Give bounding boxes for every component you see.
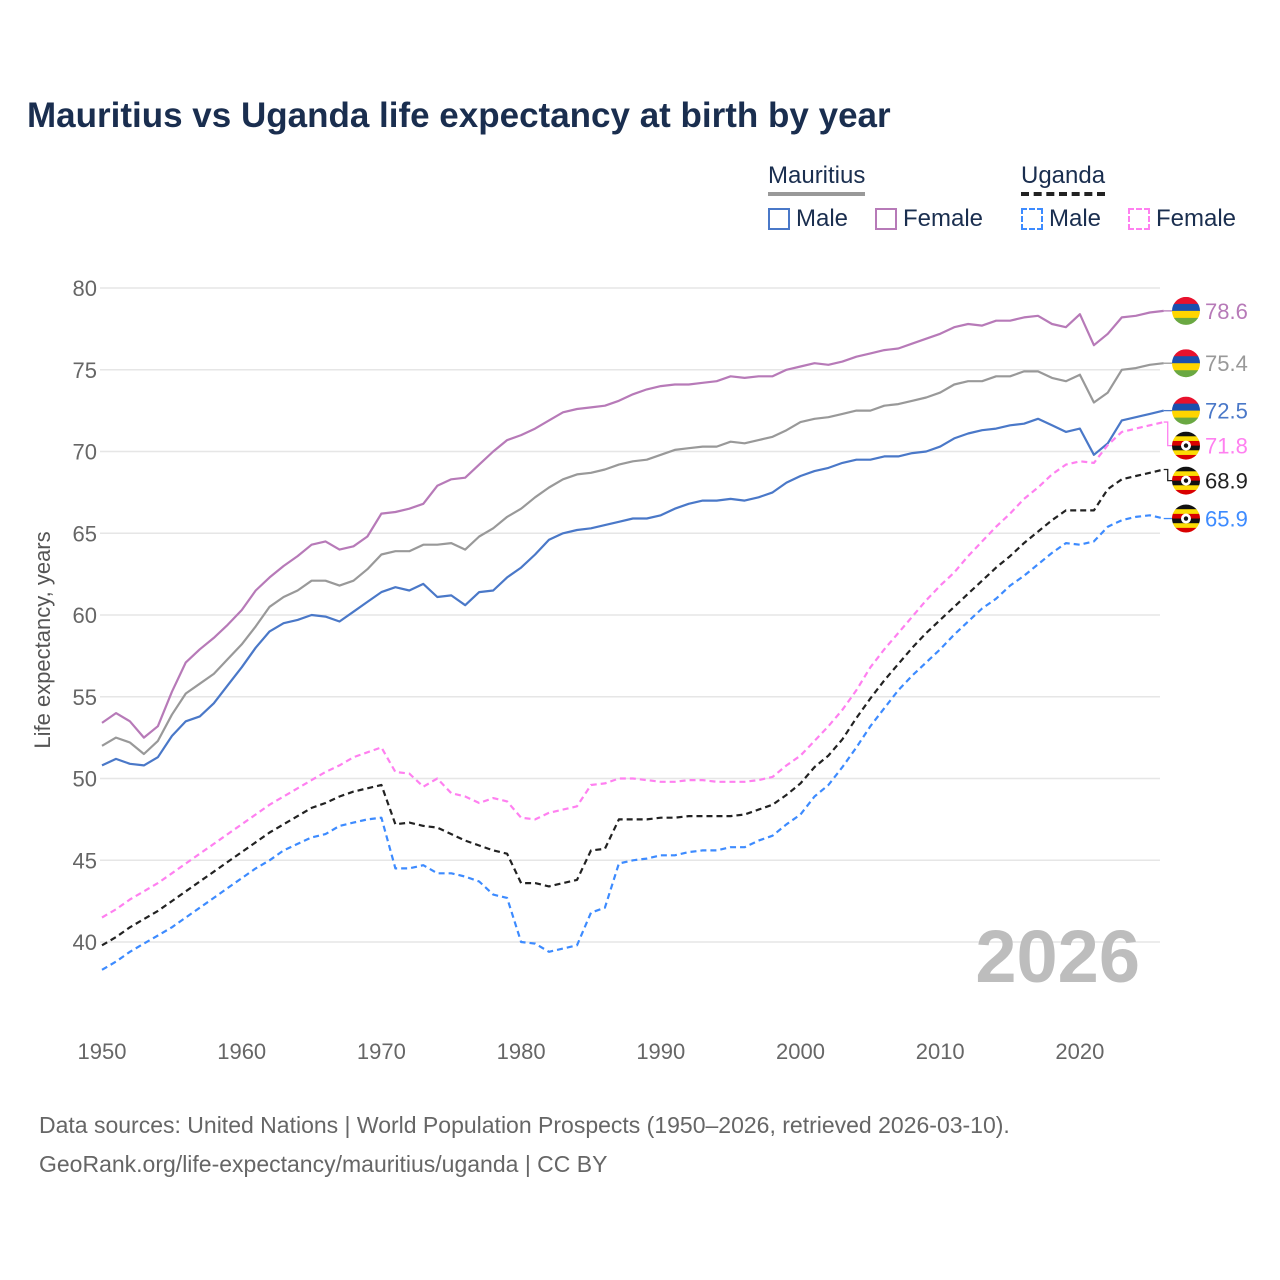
end-label-group: 65.9: [1163, 504, 1248, 533]
year-watermark: 2026: [975, 915, 1140, 998]
legend-swatch: [768, 208, 790, 230]
chart-title: Mauritius vs Uganda life expectancy at b…: [27, 96, 891, 135]
x-tick-label: 2000: [776, 1039, 825, 1064]
legend-label: Male: [796, 205, 849, 232]
legend-group-mauritius: Mauritius: [768, 162, 866, 196]
legend-label: Male: [1049, 205, 1102, 232]
source-note: Data sources: United Nations | World Pop…: [39, 1106, 1010, 1184]
legend-label: Female: [903, 205, 984, 232]
y-tick-label: 55: [73, 685, 97, 710]
series-line-mauritius-female: [101, 309, 1164, 739]
end-label-group: 78.6: [1163, 296, 1248, 325]
y-tick-label: 80: [73, 276, 97, 301]
source-url[interactable]: GeoRank.org/life-expectancy/mauritius/ug…: [39, 1151, 608, 1177]
x-tick-label: 2010: [916, 1039, 965, 1064]
uganda-flag-icon: [1172, 504, 1200, 533]
series-line-uganda-male: [101, 514, 1164, 971]
y-tick-label: 45: [73, 848, 97, 873]
end-label-group: 75.4: [1163, 349, 1248, 378]
uganda-flag-icon: [1172, 466, 1200, 495]
label-connector: [1163, 468, 1174, 482]
legend-swatch: [1128, 208, 1150, 230]
x-tick-label: 1980: [497, 1039, 546, 1064]
series-line-uganda: [101, 468, 1164, 947]
legend-swatch: [875, 208, 897, 230]
label-connector: [1163, 421, 1174, 447]
mauritius-flag-icon: [1172, 296, 1200, 325]
y-tick-label: 65: [73, 521, 97, 546]
uganda-flag-icon: [1172, 431, 1200, 460]
end-value-label: 71.8: [1205, 434, 1248, 459]
legend-uganda-male[interactable]: Male: [1021, 205, 1101, 233]
end-label-group: 68.9: [1163, 466, 1248, 495]
source-line: Data sources: United Nations | World Pop…: [39, 1112, 1010, 1138]
mauritius-flag-icon: [1172, 349, 1200, 378]
end-label-group: 72.5: [1163, 396, 1248, 425]
end-value-label: 75.4: [1205, 351, 1248, 376]
legend-mauritius-female[interactable]: Female: [875, 205, 983, 233]
end-value-label: 72.5: [1205, 399, 1248, 424]
y-tick-label: 60: [73, 603, 97, 628]
legend-swatch: [1021, 208, 1043, 230]
series-line-mauritius: [101, 362, 1164, 756]
end-value-label: 78.6: [1205, 299, 1248, 324]
end-value-label: 68.9: [1205, 469, 1248, 494]
x-tick-label: 1950: [78, 1039, 127, 1064]
end-label-group: 71.8: [1163, 421, 1248, 460]
y-tick-label: 70: [73, 440, 97, 465]
x-tick-label: 1990: [636, 1039, 685, 1064]
legend-mauritius-male[interactable]: Male: [768, 205, 848, 233]
x-tick-label: 1970: [357, 1039, 406, 1064]
x-tick-label: 2020: [1055, 1039, 1104, 1064]
legend-uganda-female[interactable]: Female: [1128, 205, 1236, 233]
mauritius-flag-icon: [1172, 396, 1200, 425]
series-line-uganda-female: [101, 421, 1164, 919]
y-tick-label: 40: [73, 930, 97, 955]
series-line-mauritius-male: [101, 409, 1164, 767]
y-tick-label: 75: [73, 358, 97, 383]
y-tick-label: 50: [73, 767, 97, 792]
end-value-label: 65.9: [1205, 507, 1248, 532]
legend-group-uganda: Uganda: [1021, 162, 1106, 196]
legend-label: Female: [1156, 205, 1237, 232]
x-tick-label: 1960: [217, 1039, 266, 1064]
y-axis-label: Life expectancy, years: [30, 531, 55, 748]
